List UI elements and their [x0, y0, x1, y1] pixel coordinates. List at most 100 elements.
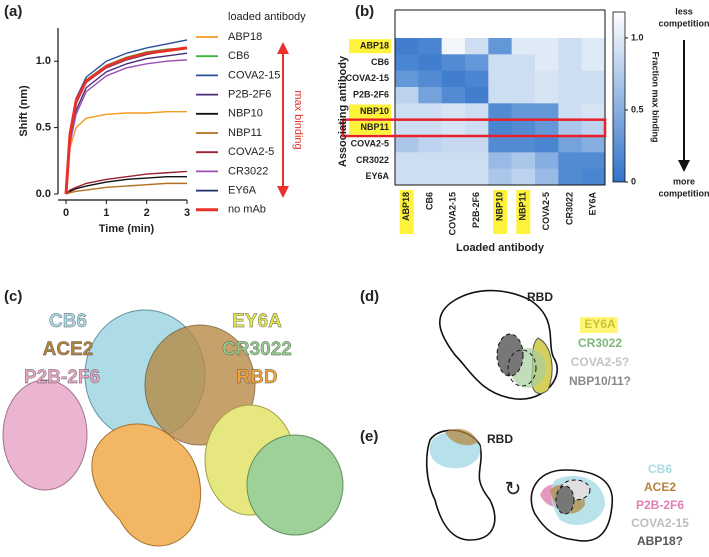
y-category-label: P2B-2F6	[353, 90, 389, 100]
y-tick-label: 0.5	[36, 122, 51, 134]
heatmap-cell	[465, 87, 489, 104]
structure-label: P2B-2F6	[24, 367, 100, 388]
legend-label: CB6	[228, 50, 249, 62]
colorbar-title: Fraction max binding	[651, 51, 661, 142]
heatmap-cell	[395, 168, 419, 186]
heatmap-cell	[511, 103, 536, 120]
x-axis-title: Loaded antibody	[456, 242, 545, 254]
svg-text:↻: ↻	[505, 478, 522, 500]
x-category-label: P2B-2F6	[471, 192, 481, 228]
heatmap-cell	[488, 119, 512, 137]
heatmap-cell	[395, 103, 419, 120]
structure-label: ABP18?	[637, 534, 683, 548]
heatmap-cell	[535, 152, 559, 169]
heatmap-cell	[418, 168, 442, 186]
heatmap-cell	[441, 87, 466, 104]
heatmap-cell	[558, 168, 582, 186]
heatmap-cell	[418, 87, 442, 104]
heatmap-cell	[465, 70, 489, 88]
heatmap-cell	[418, 38, 442, 55]
competition-note: competition	[659, 18, 709, 28]
heatmap-cell	[488, 136, 512, 153]
y-category-label: COVA2-5	[351, 139, 389, 149]
heatmap-cell	[465, 38, 489, 55]
heatmap-cell	[465, 103, 489, 120]
x-category-label: EY6A	[588, 192, 598, 216]
heatmap-cell	[535, 38, 559, 55]
heatmap-cell	[581, 103, 606, 120]
diagram-title: RBD	[527, 290, 553, 304]
competition-note: competition	[659, 188, 709, 198]
label-highlight	[493, 190, 507, 234]
y-category-label: CR3022	[356, 155, 389, 165]
colorbar-tick-label: 1.0	[631, 32, 644, 42]
heatmap-cell	[418, 136, 442, 153]
y-category-label: COVA2-15	[346, 73, 389, 83]
legend-label: CR3022	[228, 165, 268, 177]
legend-title: loaded antibody	[228, 11, 306, 23]
x-tick-label: 1	[103, 207, 109, 219]
heatmap-cell	[581, 54, 606, 71]
heatmap-cell	[558, 70, 582, 88]
diagram-title: RBD	[487, 432, 513, 446]
structure-label: CR3022	[578, 336, 622, 350]
y-axis-title: Shift (nm)	[18, 85, 30, 137]
colorbar	[612, 11, 626, 183]
legend-label: NBP11	[228, 127, 262, 139]
x-category-label: COVA2-15	[448, 192, 458, 235]
heatmap-cell	[395, 119, 419, 137]
structure-label: ACE2	[644, 480, 676, 494]
structure-label: P2B-2F6	[636, 498, 684, 512]
heatmap-cell	[488, 168, 512, 186]
heatmap-cell	[511, 38, 536, 55]
legend-label: P2B-2F6	[228, 89, 271, 101]
structure-label: CB6	[49, 311, 87, 332]
heatmap-cell	[441, 70, 466, 88]
competition-note: more	[673, 176, 695, 186]
structure-label: NBP10/11?	[569, 374, 631, 388]
heatmap-cell	[441, 103, 466, 120]
heatmap-cell	[511, 168, 536, 186]
heatmap-cell	[558, 87, 582, 104]
heatmap-cell	[581, 38, 606, 55]
heatmap-cell	[395, 38, 419, 55]
x-category-label: COVA2-5	[541, 192, 551, 230]
rbd-diagram-e: ↻	[425, 428, 613, 542]
panel-label: (c)	[4, 288, 22, 305]
heatmap-cell	[465, 152, 489, 169]
y-tick-label: 0.0	[36, 188, 51, 200]
heatmap-cell	[535, 168, 559, 186]
y-category-label: ABP18	[360, 41, 389, 51]
x-category-label: ABP18	[401, 192, 411, 221]
legend-label: ABP18	[228, 31, 262, 43]
label-highlight	[349, 39, 391, 54]
legend-label: EY6A	[228, 185, 257, 197]
label-highlight	[580, 317, 618, 333]
heatmap-cell	[558, 54, 582, 71]
legend-label: no mAb	[228, 204, 266, 216]
heatmap-cell	[441, 152, 466, 169]
heatmap-cell	[511, 119, 536, 137]
row-highlight	[341, 118, 607, 138]
heatmap-cell	[535, 103, 559, 120]
label-highlight	[349, 104, 391, 119]
series-line	[65, 110, 187, 195]
heatmap-cell	[488, 103, 512, 120]
series-line	[65, 39, 188, 195]
heatmap-cell	[418, 152, 442, 169]
legend-label: COVA2-15	[228, 69, 280, 81]
heatmap-cell	[535, 136, 559, 153]
colorbar-tick-label: 0.5	[631, 104, 644, 114]
legend-label: NBP10	[228, 108, 263, 120]
structure-label: EY6A	[232, 311, 282, 332]
heatmap-cell	[535, 54, 559, 71]
heatmap-cell	[558, 38, 582, 55]
heatmap-cell	[441, 54, 466, 71]
heatmap-cell	[511, 136, 536, 153]
heatmap-cell	[441, 119, 466, 137]
x-category-label: NBP11	[518, 192, 528, 221]
heatmap-cell	[581, 152, 606, 169]
y-tick-label: 1.0	[36, 55, 51, 67]
heatmap-cell	[441, 38, 466, 55]
x-axis-title: Time (min)	[99, 223, 155, 235]
